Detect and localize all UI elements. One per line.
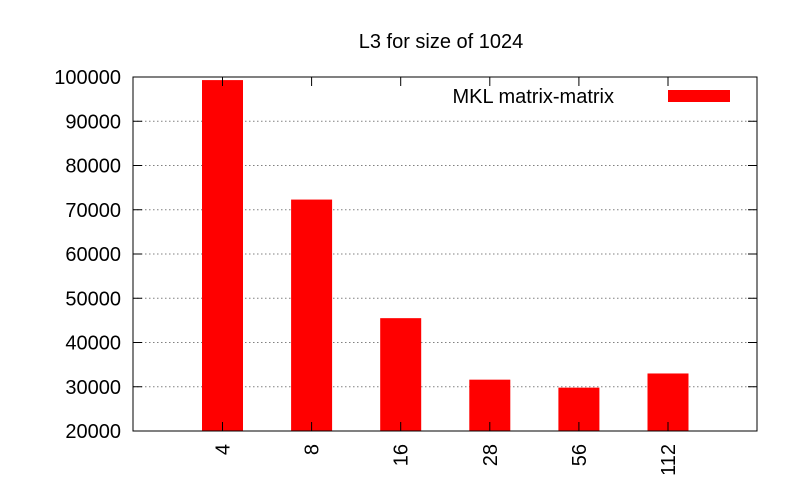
y-tick-label: 30000 (65, 377, 121, 399)
bar (647, 373, 689, 431)
x-tick-label: 4 (213, 444, 235, 455)
bar (380, 318, 422, 431)
y-tick-label: 60000 (65, 244, 121, 266)
bar (291, 199, 333, 431)
bar (202, 80, 243, 431)
x-tick-label: 16 (391, 444, 413, 466)
y-tick-label: 70000 (65, 200, 121, 222)
bar-series (202, 80, 689, 431)
chart-title: L3 for size of 1024 (359, 31, 524, 53)
y-tick-label: 90000 (65, 111, 121, 133)
x-tick-label: 112 (658, 444, 680, 476)
legend: MKL matrix-matrix (453, 86, 730, 108)
y-tick-label: 100000 (54, 67, 121, 89)
y-tick-label: 50000 (65, 288, 121, 310)
y-tick-label: 40000 (65, 333, 121, 355)
x-tick-label: 56 (569, 444, 591, 466)
y-tick-label: 20000 (65, 421, 121, 443)
x-axis: 4 8 16 28 56 112 (213, 77, 680, 476)
legend-swatch (668, 90, 730, 102)
y-tick-label: 80000 (65, 156, 121, 178)
x-tick-label: 28 (480, 444, 502, 466)
y-axis: 20000 30000 40000 50000 60000 70000 80000 90000… (54, 67, 757, 443)
legend-label: MKL matrix-matrix (453, 86, 614, 108)
x-tick-label: 8 (302, 444, 324, 455)
